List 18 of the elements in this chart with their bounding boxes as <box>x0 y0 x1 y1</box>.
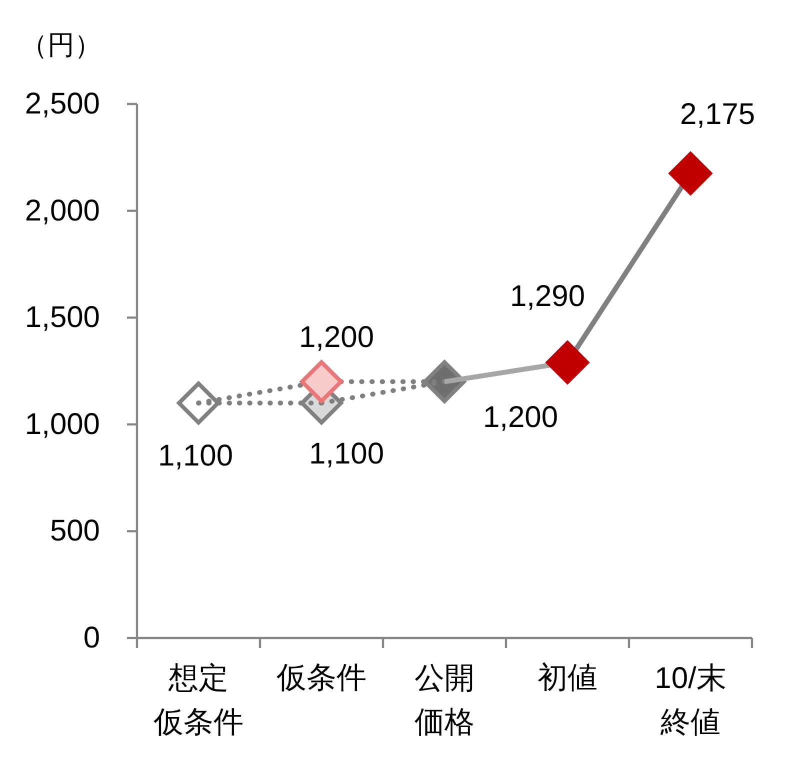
data-label: 1,200 <box>298 321 374 354</box>
data-label: 1,290 <box>510 280 586 313</box>
x-tick-label: 想定仮条件 <box>154 662 244 738</box>
data-label: 1,100 <box>308 438 384 471</box>
y-tick-label: 500 <box>50 514 100 548</box>
x-tick-label: 初値 <box>538 662 598 694</box>
x-tick-label: 仮条件 <box>276 662 366 694</box>
y-tick-label: 2,000 <box>24 194 100 228</box>
y-tick-label: 1,500 <box>24 301 100 334</box>
x-tick-label: 公開価格 <box>414 662 474 738</box>
y-tick-label: 2,500 <box>24 88 100 120</box>
y-tick-label: 1,000 <box>24 408 100 441</box>
data-label: 1,100 <box>158 440 234 473</box>
data-label: 2,175 <box>680 98 756 131</box>
x-tick-label: 10/末終値 <box>654 662 726 738</box>
y-tick-label: 0 <box>83 622 100 654</box>
y-axis-title: （円） <box>20 30 102 60</box>
data-label: 1,200 <box>482 401 558 434</box>
